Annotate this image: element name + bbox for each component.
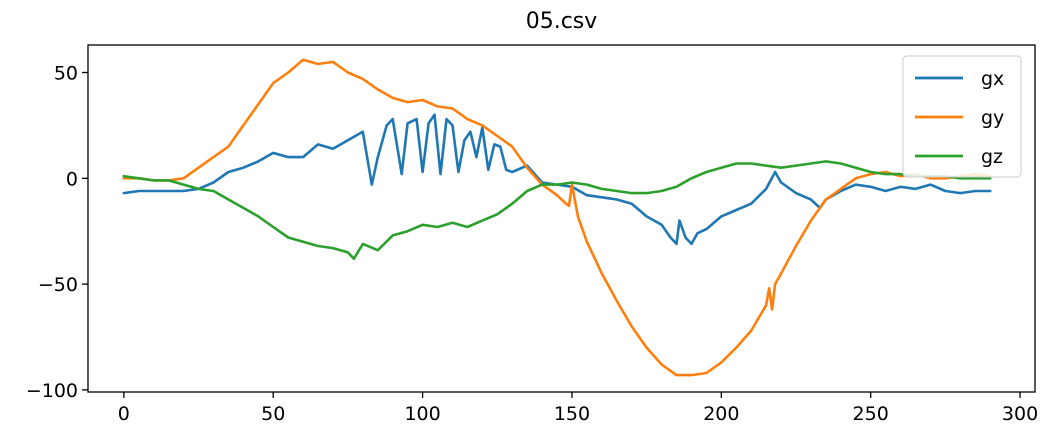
y-tick-label: −50	[38, 274, 78, 296]
legend-label-gz: gz	[981, 146, 1003, 168]
legend-label-gx: gx	[981, 68, 1004, 90]
legend: gx gy gz	[902, 55, 1022, 178]
plot-area: 0 50 100 150 200 250 300 50 0 −50 −100 gx gy gz	[26, 44, 1038, 425]
series-line-gz	[122, 160, 992, 261]
y-tick-label: −100	[26, 380, 78, 402]
x-tick-label: 0	[118, 403, 130, 425]
x-tick-label: 200	[703, 403, 739, 425]
axes-frame	[87, 44, 1036, 393]
series-line-gx	[122, 113, 992, 246]
x-tick-label: 250	[853, 403, 889, 425]
y-tick-label: 50	[54, 63, 78, 85]
y-tick-label: 0	[66, 168, 78, 190]
x-tick-label: 100	[404, 403, 440, 425]
x-tick-label: 150	[554, 403, 590, 425]
series-line-gy	[122, 58, 992, 377]
x-tick-label: 50	[261, 403, 285, 425]
legend-label-gy: gy	[981, 107, 1004, 129]
chart-title: 05.csv	[526, 9, 598, 34]
x-tick-label: 300	[1002, 403, 1038, 425]
